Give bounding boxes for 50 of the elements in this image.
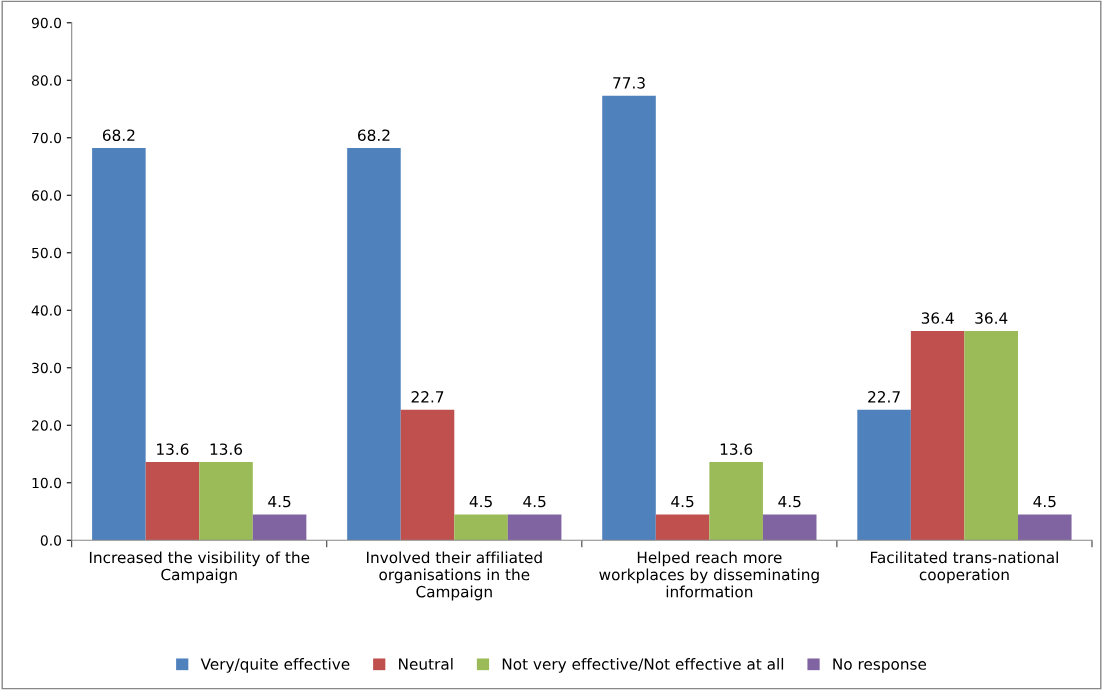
y-tick-label: 90.0	[31, 17, 62, 29]
bar	[199, 462, 253, 541]
y-tick-label: 30.0	[32, 362, 62, 374]
y-tick-label: 50.0	[32, 247, 62, 259]
legend-label: Very/quite effective	[200, 658, 350, 673]
y-tick-label: 20.0	[32, 420, 62, 431]
data-label: 4.5	[523, 495, 546, 508]
bar	[964, 330, 1018, 541]
bar	[910, 330, 965, 541]
data-label: 36.4	[921, 312, 954, 324]
x-tick-label: Helped reach more workplaces by disseminating information	[599, 551, 819, 598]
data-label: 68.2	[102, 129, 135, 141]
bar	[857, 409, 911, 541]
data-label: 13.6	[720, 443, 753, 455]
bar	[454, 514, 508, 541]
data-label: 22.7	[868, 391, 900, 403]
legend-label: No response	[833, 658, 927, 673]
y-tick-label: 60.0	[32, 190, 62, 201]
data-label: 4.5	[778, 495, 801, 508]
y-tick-label: 10.0	[32, 477, 62, 489]
data-label: 4.5	[1033, 495, 1056, 508]
bar	[602, 95, 656, 541]
data-label: 4.5	[268, 495, 291, 508]
y-tick-label: 70.0	[32, 132, 62, 144]
bar	[347, 148, 401, 541]
data-label: 22.7	[411, 391, 444, 403]
bar	[1018, 514, 1072, 541]
y-tick-label: 0.0	[40, 535, 62, 546]
bar	[400, 409, 455, 541]
x-tick-label: Increased the visibility of the Campaign	[89, 551, 310, 584]
legend-label: Neutral	[399, 658, 453, 670]
bar	[92, 148, 146, 541]
x-tick-label: Involved their affiliated organisations in the Campaign	[367, 551, 542, 601]
data-label: 68.2	[358, 129, 390, 141]
bar	[655, 514, 710, 541]
bar	[252, 514, 307, 541]
data-label: 13.6	[210, 443, 243, 455]
y-tick-label: 80.0	[31, 75, 62, 86]
bar	[762, 514, 817, 541]
data-label: 4.5	[671, 495, 694, 508]
data-label: 4.5	[469, 495, 492, 508]
bar	[145, 462, 200, 541]
y-tick-label: 40.0	[31, 305, 62, 316]
data-label: 36.4	[975, 312, 1008, 324]
bar	[709, 462, 763, 541]
data-label: 13.6	[157, 443, 189, 455]
bar	[507, 514, 562, 541]
legend-label: Not very effective/Not effective at all	[502, 658, 784, 673]
x-tick-label: Facilitated trans-national cooperation	[870, 551, 1058, 584]
data-label: 77.3	[613, 77, 645, 89]
